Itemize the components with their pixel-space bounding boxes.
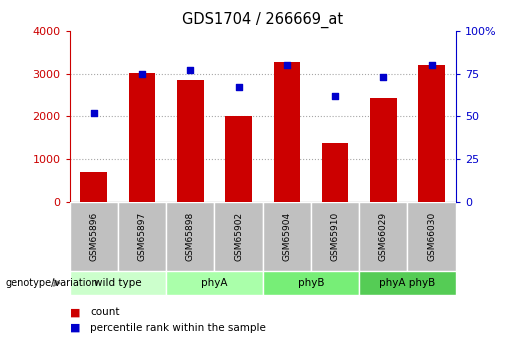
Bar	[118, 202, 166, 271]
Bar	[273, 62, 300, 202]
Text: percentile rank within the sample: percentile rank within the sample	[90, 323, 266, 333]
Bar	[214, 202, 263, 271]
Text: GSM65910: GSM65910	[331, 212, 339, 261]
Point	[186, 68, 194, 73]
Text: GSM65896: GSM65896	[89, 212, 98, 261]
Bar	[166, 271, 263, 295]
Title: GDS1704 / 266669_at: GDS1704 / 266669_at	[182, 12, 343, 28]
Text: GSM65904: GSM65904	[282, 212, 291, 261]
Bar	[263, 271, 359, 295]
Bar	[407, 202, 456, 271]
Text: GSM66029: GSM66029	[379, 212, 388, 261]
Point	[427, 62, 436, 68]
Bar	[225, 117, 252, 202]
Bar	[370, 98, 397, 202]
Bar	[263, 202, 311, 271]
Point	[331, 93, 339, 99]
Point	[90, 110, 98, 116]
Text: genotype/variation: genotype/variation	[5, 278, 98, 288]
Bar	[129, 73, 155, 202]
Bar	[70, 202, 118, 271]
Text: phyB: phyB	[298, 278, 324, 288]
Text: ■: ■	[70, 323, 80, 333]
Text: phyA: phyA	[201, 278, 228, 288]
Text: GSM65898: GSM65898	[186, 212, 195, 261]
Bar	[322, 143, 348, 202]
Text: GSM65897: GSM65897	[138, 212, 146, 261]
Point	[283, 62, 291, 68]
Text: phyA phyB: phyA phyB	[380, 278, 436, 288]
Point	[138, 71, 146, 77]
Bar	[177, 80, 203, 202]
Bar	[359, 271, 456, 295]
Point	[379, 75, 387, 80]
Text: ■: ■	[70, 307, 80, 317]
Bar	[359, 202, 407, 271]
Bar	[166, 202, 214, 271]
Text: count: count	[90, 307, 119, 317]
Point	[234, 85, 243, 90]
Bar	[311, 202, 359, 271]
Bar	[80, 172, 107, 202]
Text: wild type: wild type	[94, 278, 142, 288]
Text: GSM65902: GSM65902	[234, 212, 243, 261]
Bar	[70, 271, 166, 295]
Bar	[418, 65, 445, 202]
Text: GSM66030: GSM66030	[427, 212, 436, 261]
